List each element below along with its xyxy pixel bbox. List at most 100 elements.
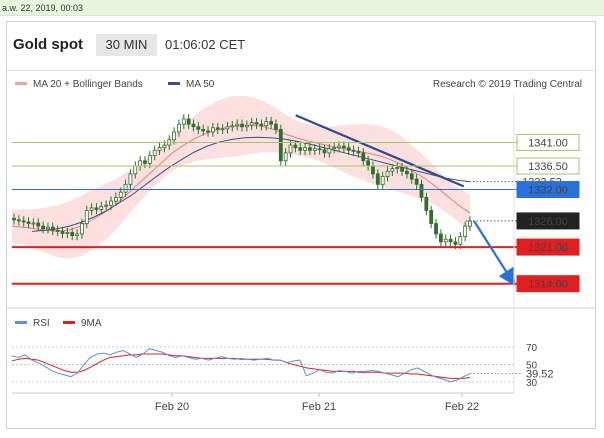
candle-body xyxy=(41,225,46,230)
rsi-current-label: 39.52 xyxy=(526,369,554,381)
candle-body xyxy=(463,225,468,238)
candle-body xyxy=(366,160,371,167)
candle-body xyxy=(206,130,210,133)
price-level-tag xyxy=(516,212,580,230)
candle-body xyxy=(138,160,143,167)
rsi-legend-swatch xyxy=(15,321,27,324)
candle-body xyxy=(31,222,36,225)
candle-body xyxy=(249,122,254,126)
price-level-label: 1321.00 xyxy=(528,242,568,254)
candle-body xyxy=(21,220,26,223)
candle-body xyxy=(332,147,337,150)
date-text: a.w. 22, 2019, 00:03 xyxy=(2,3,84,13)
candle-body xyxy=(99,205,104,210)
candle-body xyxy=(443,238,448,243)
x-tick-label: Feb 21 xyxy=(302,401,336,413)
candle-body xyxy=(75,233,79,236)
candle-body xyxy=(274,123,278,130)
x-tick-label: Feb 22 xyxy=(445,401,479,413)
instrument-title: Gold spot xyxy=(13,36,83,53)
candle-body xyxy=(201,128,206,132)
candle-body xyxy=(181,118,186,125)
candle-body xyxy=(468,220,472,227)
candle-body xyxy=(303,147,307,151)
rsi-ma-legend-label: 9MA xyxy=(81,318,102,329)
candle-body xyxy=(448,238,453,243)
candle-body xyxy=(36,222,41,227)
candle-body xyxy=(264,121,269,127)
chart-panel: Gold spot 30 MIN 01:06:02 CET xyxy=(6,21,596,429)
candle-body xyxy=(225,126,230,130)
candle-body xyxy=(157,147,162,151)
rsi-ma-line xyxy=(11,353,471,379)
candle-body xyxy=(375,173,380,185)
candle-body xyxy=(84,210,89,224)
candle-body xyxy=(371,165,375,175)
candle-body xyxy=(298,147,303,151)
bollinger-legend-swatch xyxy=(15,82,27,85)
candle-body xyxy=(191,123,196,128)
timestamp: 01:06:02 CET xyxy=(165,37,246,52)
x-tick-label: Feb 20 xyxy=(155,401,189,413)
ma50-legend-label: MA 50 xyxy=(186,79,215,90)
candle-body xyxy=(80,223,84,235)
projection-arrow xyxy=(473,220,516,287)
candle-body xyxy=(109,200,113,206)
candle-body xyxy=(322,149,327,154)
rsi-tick-label: 30 xyxy=(526,378,538,389)
candle-body xyxy=(177,123,181,133)
candle-body xyxy=(128,173,133,185)
price-level-tag xyxy=(516,238,580,256)
candle-body xyxy=(380,176,385,185)
candle-body xyxy=(395,167,400,170)
price-level-label: 1332.00 xyxy=(528,185,568,197)
rsi-legend-label: RSI xyxy=(33,318,50,329)
candle-body xyxy=(235,123,240,127)
candle-body xyxy=(351,149,356,152)
chart-legend: MA 20 + Bollinger Bands MA 50 Research ©… xyxy=(15,79,582,90)
candle-body xyxy=(113,196,118,202)
price-level-label: 1341.00 xyxy=(528,137,568,149)
candle-body xyxy=(46,226,50,230)
interval-button[interactable]: 30 MIN xyxy=(96,34,157,56)
candle-body xyxy=(244,124,249,128)
candle-body xyxy=(438,233,443,243)
candle-body xyxy=(118,191,123,198)
candle-body xyxy=(434,223,438,235)
candle-body xyxy=(293,144,298,149)
candle-body xyxy=(220,128,225,131)
candle-body xyxy=(361,152,366,162)
candle-body xyxy=(458,236,463,245)
price-levels: 1341.001336.501333.521332.001326.001321.… xyxy=(12,133,580,293)
candle-body xyxy=(429,210,434,224)
price-level-label: 1314.00 xyxy=(528,279,568,291)
candle-body xyxy=(65,232,70,234)
candle-body xyxy=(337,145,341,149)
candle-body xyxy=(196,126,201,130)
candle-body xyxy=(16,219,21,222)
candle-body xyxy=(317,148,322,151)
price-level-tag xyxy=(516,181,580,199)
candle-body xyxy=(400,167,404,172)
rsi-tick-label: 50 xyxy=(526,360,538,371)
candle-body xyxy=(308,147,312,151)
candle-body xyxy=(215,127,220,130)
rsi-legend: RSI 9MA xyxy=(15,318,102,329)
candle-body xyxy=(405,170,409,175)
candle-body xyxy=(278,128,283,162)
price-level-label: 1326.00 xyxy=(528,216,568,228)
candle-body xyxy=(55,229,60,232)
rsi-tick-label: 70 xyxy=(526,343,538,354)
candle-body xyxy=(162,144,167,149)
bollinger-legend-label: MA 20 + Bollinger Bands xyxy=(33,79,143,90)
rsi-ma-legend-swatch xyxy=(63,321,75,324)
x-axis-ticks: Feb 20 Feb 21 Feb 22 xyxy=(155,393,479,413)
candle-body xyxy=(123,183,128,193)
candle-body xyxy=(143,160,147,164)
candle-body xyxy=(283,152,288,162)
candle-body xyxy=(356,150,361,154)
candle-body xyxy=(230,125,235,128)
candle-body xyxy=(409,173,414,180)
chart-header: Gold spot 30 MIN 01:06:02 CET xyxy=(7,22,595,70)
